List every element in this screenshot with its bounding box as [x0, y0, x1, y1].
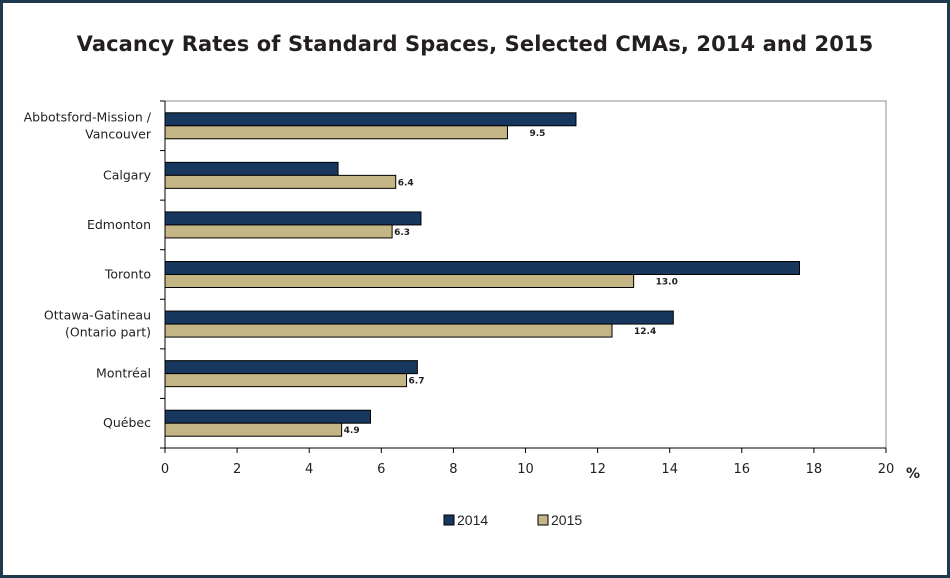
x-tick-label: 16 [734, 462, 751, 477]
bar-2014-3 [164, 261, 800, 275]
bar-2014-0 [164, 112, 577, 127]
bar-2015-6 [164, 422, 343, 437]
data-label: 13.0 [656, 278, 678, 288]
bar-2015-4 [164, 323, 613, 338]
bar-2015-3 [164, 274, 635, 288]
x-tick-label: 6 [377, 462, 385, 477]
legend-label-2014: 2014 [457, 512, 488, 528]
bar-2014-2 [164, 211, 422, 226]
data-label: 6.4 [398, 178, 414, 188]
category-label: Vancouver [85, 126, 152, 141]
data-label: 6.3 [394, 228, 410, 238]
bar-2014-4 [164, 310, 674, 325]
x-tick-label: 14 [661, 462, 678, 477]
x-tick-label: 12 [589, 462, 606, 477]
category-label: Ottawa-Gatineau [44, 308, 151, 323]
bar-2014-1 [164, 161, 339, 176]
data-label: 9.5 [529, 129, 545, 139]
x-tick-label: 8 [449, 462, 457, 477]
bar-2015-2 [164, 224, 393, 239]
x-tick-label: 10 [517, 462, 534, 477]
x-tick-label: 20 [878, 462, 895, 477]
chart-title: Vacancy Rates of Standard Spaces, Select… [76, 32, 874, 56]
category-label: Montréal [96, 366, 151, 381]
x-tick-label: 2 [233, 462, 241, 477]
category-label: Edmonton [87, 217, 151, 232]
bar-2014-6 [164, 409, 371, 424]
bar-2015-5 [164, 373, 408, 388]
category-label: (Ontario part) [65, 325, 151, 340]
bar-2014-5 [164, 360, 418, 375]
category-label: Toronto [104, 267, 151, 282]
category-label: Calgary [103, 167, 152, 182]
bar-2015-0 [164, 125, 508, 140]
x-tick-label: 18 [806, 462, 823, 477]
data-label: 6.7 [409, 377, 425, 387]
x-tick-label: 0 [161, 462, 169, 477]
bar-2015-1 [164, 174, 397, 189]
category-label: Abbotsford-Mission / [24, 109, 152, 124]
data-label: 12.4 [634, 327, 656, 337]
data-label: 4.9 [344, 426, 360, 436]
x-unit-label: % [906, 466, 920, 482]
legend-label-2015: 2015 [551, 512, 582, 528]
legend-swatch-2014 [443, 514, 455, 526]
category-label: Québec [103, 415, 151, 430]
x-tick-label: 4 [305, 462, 313, 477]
legend-swatch-2015 [537, 514, 549, 526]
